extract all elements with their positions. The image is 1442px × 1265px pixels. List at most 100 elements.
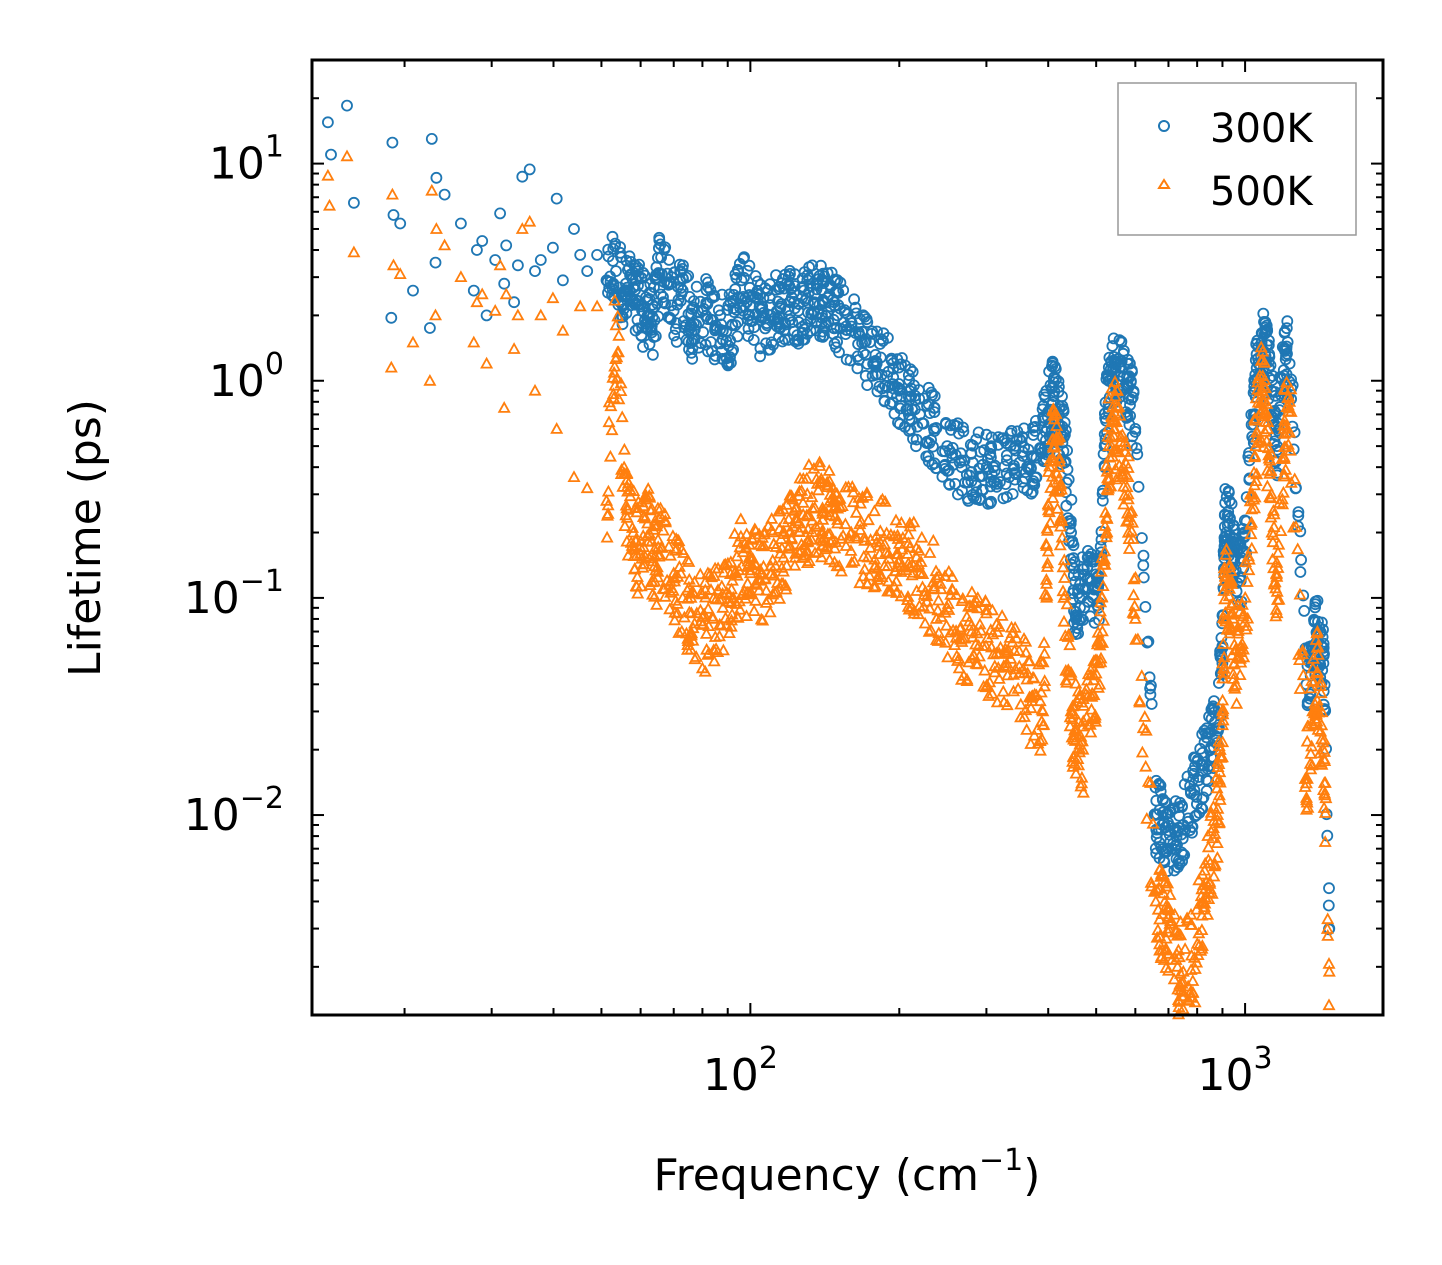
point-500k: [1161, 963, 1176, 976]
point-500k: [907, 606, 921, 619]
point-500k: [340, 149, 354, 162]
point-300k: [1021, 484, 1034, 497]
point-300k: [1131, 448, 1144, 461]
point-500k: [1186, 974, 1200, 986]
point-500k: [818, 542, 832, 555]
point-500k: [550, 422, 564, 434]
point-300k: [1029, 471, 1042, 484]
point-500k: [1099, 458, 1113, 471]
point-300k: [686, 352, 699, 365]
point-500k: [721, 556, 735, 569]
point-500k: [1025, 689, 1040, 701]
point-300k: [1026, 485, 1039, 498]
point-300k: [646, 298, 659, 311]
point-500k: [969, 637, 983, 650]
point-500k: [1313, 746, 1327, 759]
point-500k: [1135, 669, 1149, 681]
point-500k: [942, 603, 956, 615]
point-500k: [425, 183, 439, 196]
point-500k: [973, 617, 987, 630]
point-500k: [643, 490, 657, 503]
point-500k: [621, 548, 635, 561]
point-300k: [832, 299, 845, 312]
point-500k: [1172, 927, 1186, 939]
point-500k: [716, 643, 730, 656]
point-300k: [1156, 793, 1169, 805]
point-500k: [636, 499, 650, 512]
point-500k: [1033, 743, 1047, 756]
point-500k: [1206, 831, 1220, 844]
point-300k: [957, 421, 969, 434]
point-300k: [946, 441, 959, 454]
point-500k: [1119, 468, 1133, 480]
point-500k: [1107, 422, 1121, 435]
point-300k: [928, 406, 941, 419]
point-500k: [1060, 597, 1074, 610]
point-500k: [1094, 651, 1108, 664]
point-500k: [1188, 962, 1202, 974]
point-500k: [1057, 614, 1071, 627]
point-500k: [690, 606, 704, 619]
point-300k: [785, 283, 797, 296]
point-500k: [1151, 902, 1165, 915]
point-500k: [1318, 775, 1332, 788]
point-500k: [1073, 737, 1087, 750]
point-500k: [901, 547, 915, 559]
point-300k: [859, 369, 872, 382]
point-500k: [707, 569, 721, 581]
point-300k: [1130, 442, 1143, 455]
point-300k: [1074, 601, 1086, 614]
point-500k: [1103, 450, 1117, 463]
point-500k: [805, 490, 819, 503]
point-300k: [928, 390, 941, 403]
point-500k: [672, 560, 686, 572]
point-500k: [873, 534, 887, 547]
point-500k: [1304, 681, 1318, 694]
point-500k: [941, 597, 955, 609]
point-300k: [882, 331, 894, 344]
point-300k: [1027, 477, 1039, 490]
point-500k: [1173, 979, 1187, 992]
point-300k: [659, 297, 671, 310]
point-500k: [1172, 994, 1186, 1007]
point-500k: [1272, 537, 1286, 550]
point-500k: [1080, 710, 1094, 723]
point-500k: [849, 505, 863, 518]
point-300k: [743, 259, 756, 272]
point-500k: [909, 541, 923, 553]
point-500k: [1319, 791, 1333, 804]
point-300k: [648, 300, 661, 313]
point-300k: [1197, 758, 1209, 771]
point-300k: [874, 338, 886, 350]
point-500k: [756, 613, 770, 626]
point-300k: [347, 196, 360, 209]
point-500k: [909, 550, 924, 562]
point-500k: [903, 560, 917, 573]
point-300k: [1269, 389, 1282, 402]
point-500k: [941, 650, 955, 663]
point-500k: [778, 578, 793, 591]
point-300k: [690, 280, 703, 293]
point-300k: [887, 382, 900, 395]
point-500k: [1238, 555, 1253, 567]
point-500k: [656, 523, 670, 536]
point-300k: [670, 335, 683, 348]
point-500k: [386, 258, 401, 271]
point-500k: [1310, 664, 1324, 677]
point-300k: [991, 477, 1003, 490]
point-500k: [438, 238, 452, 251]
point-500k: [672, 626, 686, 638]
point-500k: [1091, 680, 1105, 693]
point-500k: [1097, 613, 1111, 626]
point-500k: [701, 601, 715, 614]
point-500k: [699, 627, 713, 639]
point-500k: [1208, 859, 1222, 872]
point-300k: [709, 324, 721, 337]
point-300k: [967, 439, 979, 452]
point-500k: [1131, 632, 1145, 645]
point-500k: [874, 494, 888, 507]
point-500k: [779, 582, 793, 595]
point-500k: [730, 610, 744, 622]
point-300k: [620, 307, 633, 320]
